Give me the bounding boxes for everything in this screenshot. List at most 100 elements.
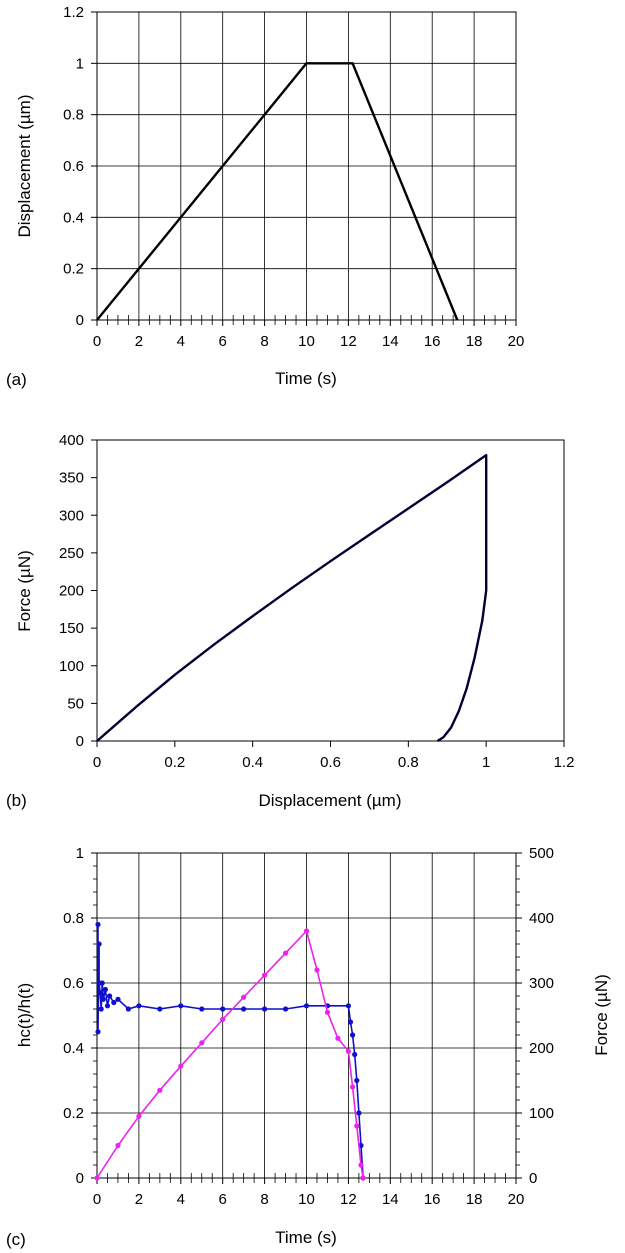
x-tick-label: 20 [508,1191,525,1208]
y-tick-label: 200 [59,583,84,600]
x-tick-label: 10 [298,1191,315,1208]
x-tick-label: 4 [177,333,185,350]
y-tick-label: 350 [59,470,84,487]
x-tick-label: 1 [482,754,490,771]
series-1-point [157,1087,163,1093]
series-0-point [283,1006,289,1012]
y2-tick-label: 0 [529,1170,537,1187]
series-1-point [335,1035,341,1041]
panel-c-y2-tick-labels: 0 100 200 300 400 500 [529,845,554,1187]
x-tick-label: 12 [340,1191,357,1208]
series-0-point [345,1003,351,1009]
panel-a-x-tick-labels: 0 2 4 6 8 10 12 14 16 18 20 [93,333,525,350]
y-tick-label: 0.8 [63,910,84,927]
x-tick-label: 16 [424,1191,441,1208]
x-tick-label: 0.4 [242,754,263,771]
x-tick-label: 0.8 [398,754,419,771]
panel-a-series [96,62,459,321]
y2-tick-label: 400 [529,910,554,927]
series-0-point [354,1077,360,1084]
x-tick-label: 18 [466,1191,483,1208]
x-tick-label: 0 [93,1191,101,1208]
series-0-point [303,1003,310,1009]
panel-c-x-axis-title: Time (s) [275,1228,337,1247]
series-0-point [98,1006,104,1012]
y-tick-label: 0.2 [63,261,84,278]
x-tick-label: 16 [424,333,441,350]
series-0-point [125,1006,131,1012]
y-tick-label: 400 [59,432,84,449]
panel-b-label: (b) [6,791,27,810]
y-tick-label: 0 [76,1170,84,1187]
panel-b-y-axis-title: Force (µN) [15,550,34,632]
x-tick-label: 0 [93,754,101,771]
x-tick-label: 2 [135,1191,143,1208]
series-0-point [115,996,121,1002]
series-0-point [347,1019,354,1025]
series-1-point [178,1063,184,1069]
series-0-point [356,1110,362,1116]
series-0-point [199,1006,205,1012]
panel-b-x-axis-title: Displacement (µm) [259,791,402,810]
series-0-point [102,986,108,993]
x-tick-label: 10 [298,333,315,350]
series-1-point [324,1009,331,1015]
series-0-point [352,1051,358,1058]
series-0-point [104,1003,111,1009]
x-tick-label: 6 [219,333,227,350]
x-tick-label: 18 [466,333,483,350]
series-0-point [350,1032,356,1038]
panel-c-chart: 0 2 4 6 8 10 12 14 16 18 20 0 0.2 0.4 0.6 0.8 1 0 100 200… [6,845,611,1249]
series-1-point [220,1016,226,1023]
series-1-point [94,1175,100,1181]
series-0-line [96,453,488,743]
x-tick-label: 12 [340,333,357,350]
series-1-point [350,1084,356,1090]
x-tick-label: 0 [93,333,101,350]
y-tick-label: 0.4 [63,209,84,226]
y-tick-label: 1 [76,845,84,862]
series-0-point [95,921,101,928]
series-0-point [241,1006,247,1012]
x-tick-label: 0.6 [320,754,341,771]
y-tick-label: 0 [76,733,84,750]
x-tick-label: 20 [508,333,525,350]
y2-tick-label: 100 [529,1105,554,1122]
panel-a-y-axis-title: Displacement (µm) [15,95,34,238]
series-0-point [99,980,105,986]
series-0-point [97,990,103,996]
series-0-point [178,1003,184,1009]
y2-tick-label: 200 [529,1040,554,1057]
series-1-point [354,1123,360,1129]
panel-b-chart: 0 0.2 0.4 0.6 0.8 1 1.2 0 50 100 150 200 250 300 350 4… [6,432,574,810]
panel-c-label: (c) [6,1230,26,1249]
panel-c-series [94,921,366,1181]
series-1-point [262,972,268,978]
panel-b-plot-area [96,439,565,742]
panel-c-grid [97,853,516,1178]
y-tick-label: 50 [67,695,84,712]
x-tick-label: 14 [382,333,399,350]
panel-c-y-tick-labels: 0 0.2 0.4 0.6 0.8 1 [63,845,84,1187]
series-0-point [157,1006,163,1012]
series-0-point [107,993,113,999]
y-tick-label: 0.6 [63,975,84,992]
x-tick-label: 4 [177,1191,185,1208]
y-tick-label: 0.2 [63,1105,84,1122]
series-1-point [136,1113,142,1119]
series-0-point [95,1029,101,1035]
series-0-point [136,1003,142,1009]
y2-tick-label: 300 [529,975,554,992]
panel-c-x-tick-labels: 0 2 4 6 8 10 12 14 16 18 20 [93,1191,525,1208]
series-1-point [360,1175,366,1181]
series-0-line [96,62,459,321]
y2-tick-label: 500 [529,845,554,862]
panel-b-ticks [91,439,565,747]
panel-b-x-tick-labels: 0 0.2 0.4 0.6 0.8 1 1.2 [93,754,575,771]
panel-c-y-axis-title: hc(t)/h(t) [15,983,34,1047]
series-0-point [262,1006,268,1012]
panel-a-chart: 0 2 4 6 8 10 12 14 16 18 20 0 0.2 0.4 0.6 0.8 1 1.2 Time… [6,4,524,389]
panel-c-y2-axis-title: Force (µN) [592,974,611,1056]
x-tick-label: 6 [219,1191,227,1208]
